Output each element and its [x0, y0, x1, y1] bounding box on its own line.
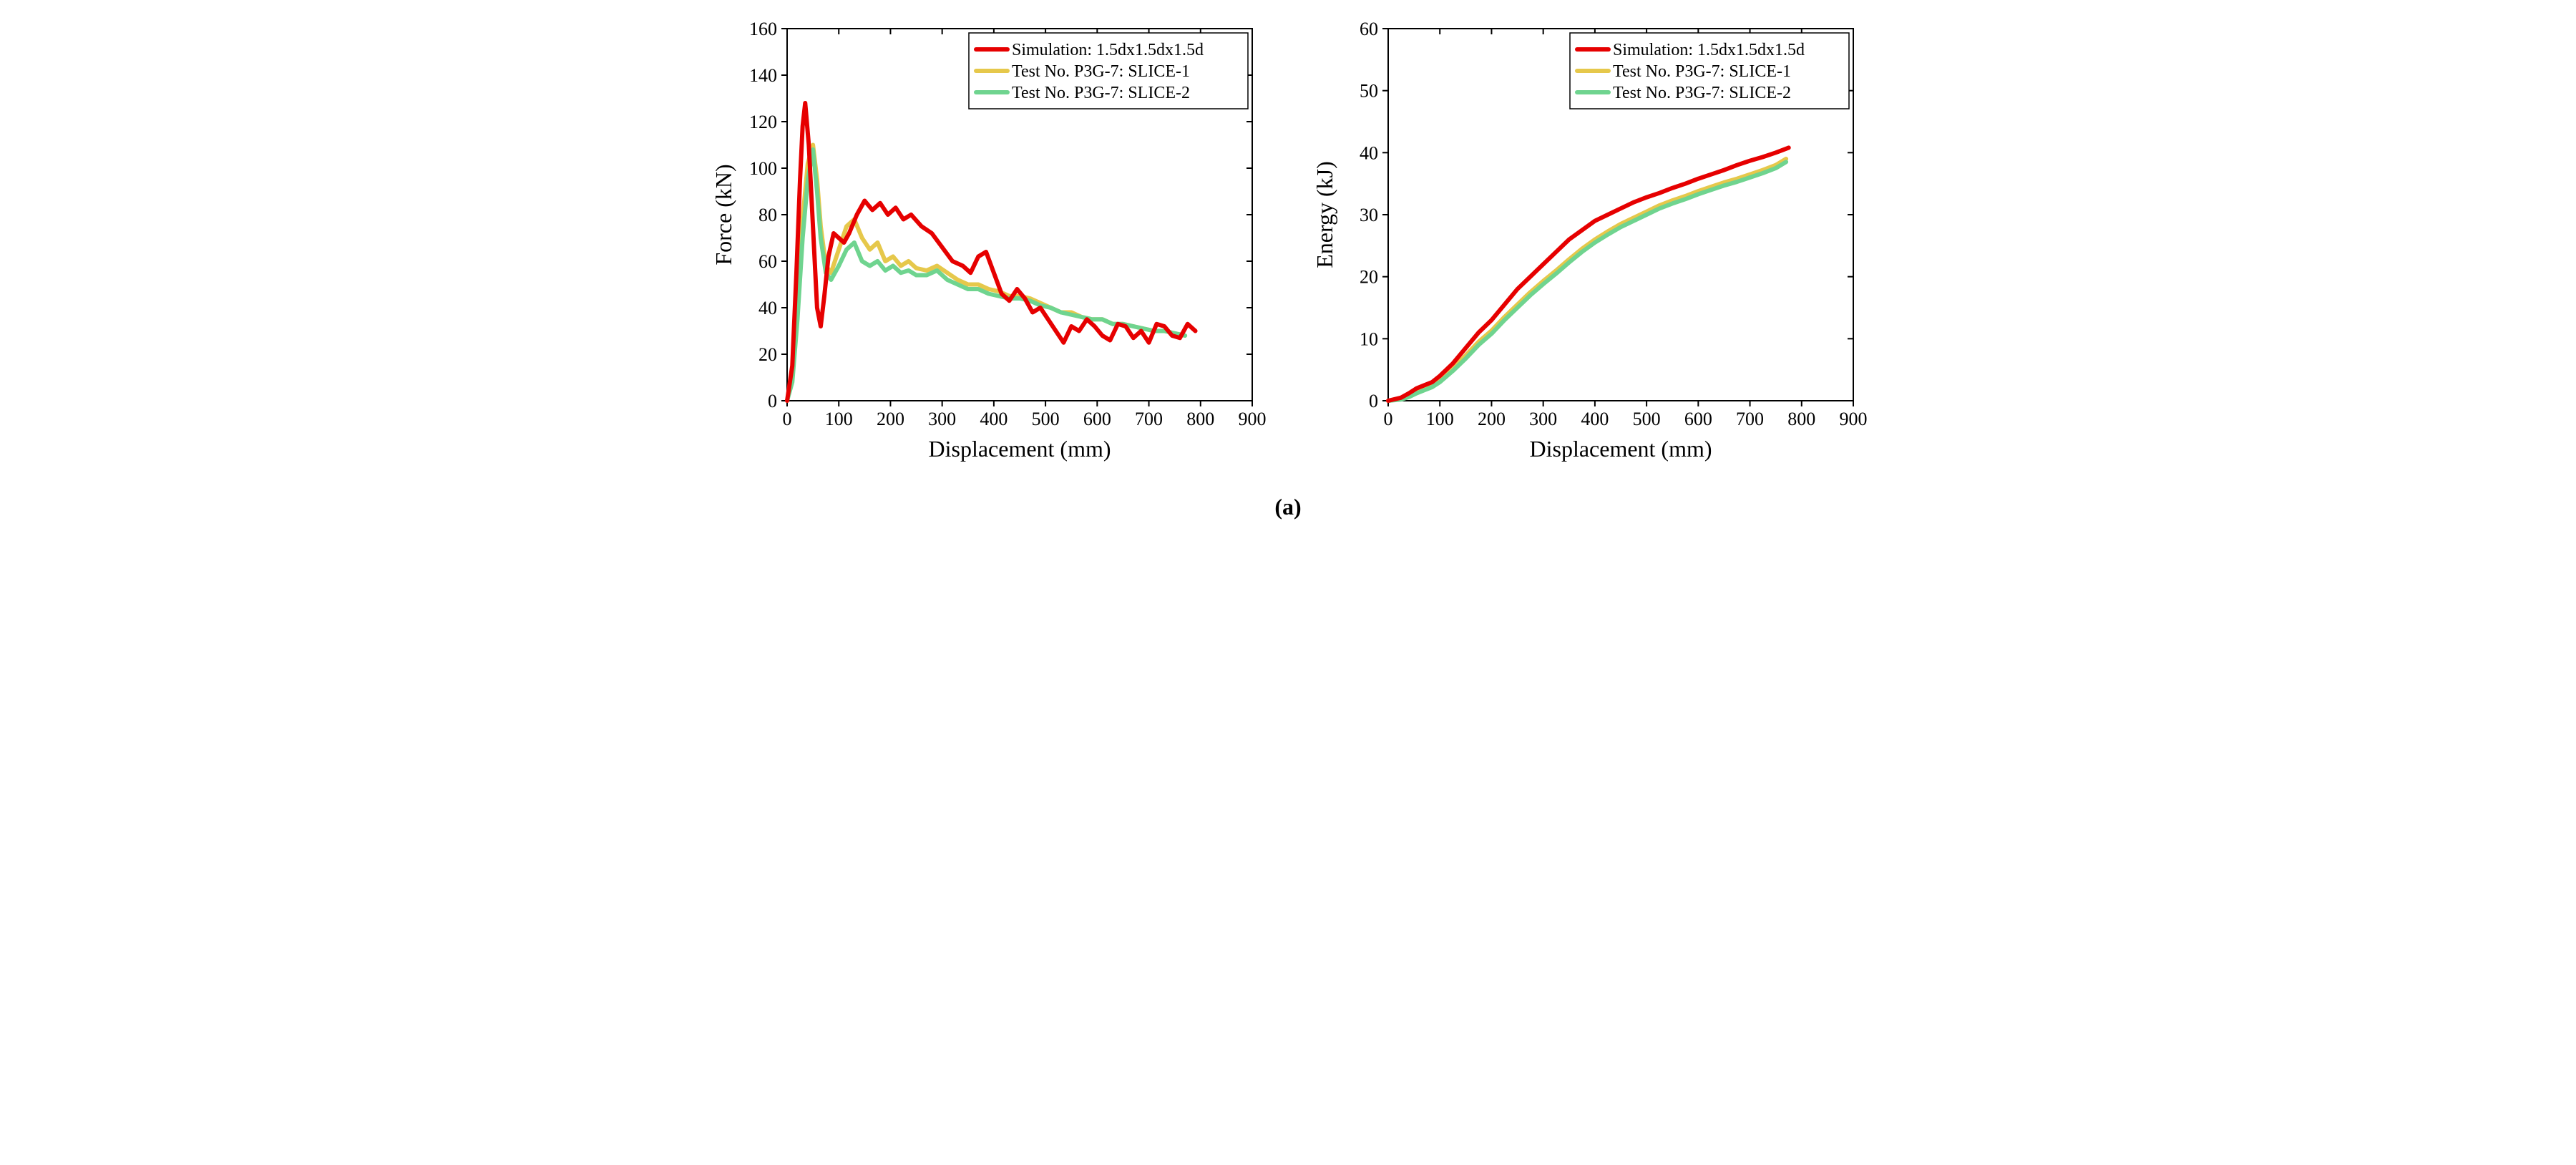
svg-text:600: 600 — [1684, 409, 1712, 429]
svg-text:140: 140 — [749, 65, 777, 86]
svg-text:10: 10 — [1360, 328, 1378, 349]
svg-text:300: 300 — [1529, 409, 1557, 429]
svg-text:Test No. P3G-7: SLICE-1: Test No. P3G-7: SLICE-1 — [1613, 62, 1791, 81]
svg-text:800: 800 — [1787, 409, 1815, 429]
svg-text:700: 700 — [1736, 409, 1764, 429]
svg-text:Simulation: 1.5dx1.5dx1.5d: Simulation: 1.5dx1.5dx1.5d — [1012, 41, 1204, 59]
svg-text:300: 300 — [928, 409, 956, 429]
svg-text:200: 200 — [1478, 409, 1506, 429]
svg-text:800: 800 — [1186, 409, 1214, 429]
svg-text:200: 200 — [877, 409, 904, 429]
svg-text:500: 500 — [1633, 409, 1661, 429]
svg-text:Test No. P3G-7: SLICE-2: Test No. P3G-7: SLICE-2 — [1613, 84, 1791, 102]
svg-text:120: 120 — [749, 112, 777, 132]
svg-text:0: 0 — [1384, 409, 1393, 429]
energy-chart-panel: 0 100 200 300 400 500 600 700 800 900 0 10 20 30 40 50 6… — [1309, 14, 1868, 472]
svg-text:40: 40 — [758, 298, 777, 318]
svg-text:Test No. P3G-7: SLICE-1: Test No. P3G-7: SLICE-1 — [1012, 62, 1190, 81]
svg-text:0: 0 — [1369, 391, 1378, 411]
energy-chart: 0 100 200 300 400 500 600 700 800 900 0 10 20 30 40 50 6… — [1309, 14, 1868, 472]
svg-text:20: 20 — [758, 344, 777, 365]
force-chart: 0 100 200 300 400 500 600 700 800 900 0 20 40 60 80 100… — [708, 14, 1267, 472]
svg-text:Force (kN): Force (kN) — [711, 164, 736, 265]
svg-text:600: 600 — [1083, 409, 1111, 429]
subfigure-label: (a) — [1274, 494, 1301, 520]
svg-text:Displacement (mm): Displacement (mm) — [928, 436, 1111, 462]
svg-text:400: 400 — [1581, 409, 1609, 429]
charts-row: 0100200300400500600700800900020406080100… — [14, 14, 2562, 472]
force-chart-panel: 0 100 200 300 400 500 600 700 800 900 0 20 40 60 80 100… — [708, 14, 1267, 472]
figure-container: 0100200300400500600700800900020406080100… — [14, 14, 2562, 520]
svg-text:0: 0 — [783, 409, 792, 429]
svg-text:40: 40 — [1360, 142, 1378, 163]
svg-text:700: 700 — [1135, 409, 1163, 429]
svg-text:100: 100 — [749, 158, 777, 179]
svg-text:30: 30 — [1360, 205, 1378, 225]
svg-text:900: 900 — [1840, 409, 1868, 429]
svg-text:Energy (kJ): Energy (kJ) — [1312, 161, 1337, 268]
svg-text:100: 100 — [825, 409, 853, 429]
svg-text:Displacement (mm): Displacement (mm) — [1529, 436, 1712, 462]
svg-text:100: 100 — [1426, 409, 1454, 429]
svg-text:80: 80 — [758, 205, 777, 225]
svg-text:20: 20 — [1360, 267, 1378, 288]
svg-text:Simulation: 1.5dx1.5dx1.5d: Simulation: 1.5dx1.5dx1.5d — [1613, 41, 1805, 59]
svg-text:900: 900 — [1239, 409, 1267, 429]
svg-text:50: 50 — [1360, 81, 1378, 102]
svg-text:400: 400 — [980, 409, 1008, 429]
svg-text:0: 0 — [768, 391, 777, 411]
svg-text:Test No. P3G-7: SLICE-2: Test No. P3G-7: SLICE-2 — [1012, 84, 1190, 102]
svg-text:60: 60 — [758, 251, 777, 272]
svg-text:160: 160 — [749, 19, 777, 39]
svg-text:60: 60 — [1360, 19, 1378, 39]
svg-text:500: 500 — [1032, 409, 1060, 429]
